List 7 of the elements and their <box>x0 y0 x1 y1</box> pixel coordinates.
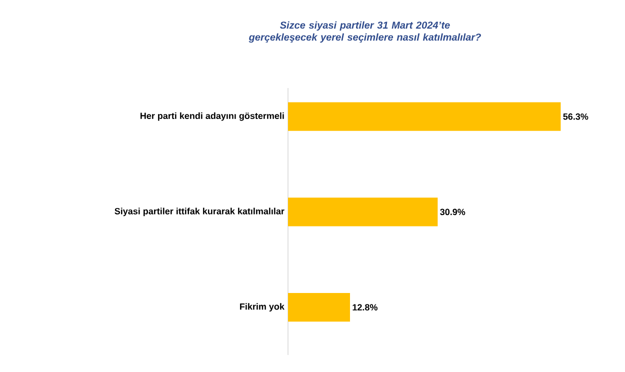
chart-title: Sizce siyasi partiler 31 Mart 2024’te gerçekleşecek yerel seçimlere nasıl katılmalılar? <box>248 21 481 43</box>
y-tick-label: Fikrim yok <box>240 303 284 312</box>
data-label: 12.8% <box>352 304 378 311</box>
y-tick-label: Siyasi partiler ittifak kurarak katılmalılar <box>114 208 284 216</box>
data-label: 56.3% <box>563 113 588 120</box>
y-tick-label: Her parti kendi adayını göstermeli <box>140 112 284 121</box>
data-label: 30.9% <box>440 208 466 216</box>
